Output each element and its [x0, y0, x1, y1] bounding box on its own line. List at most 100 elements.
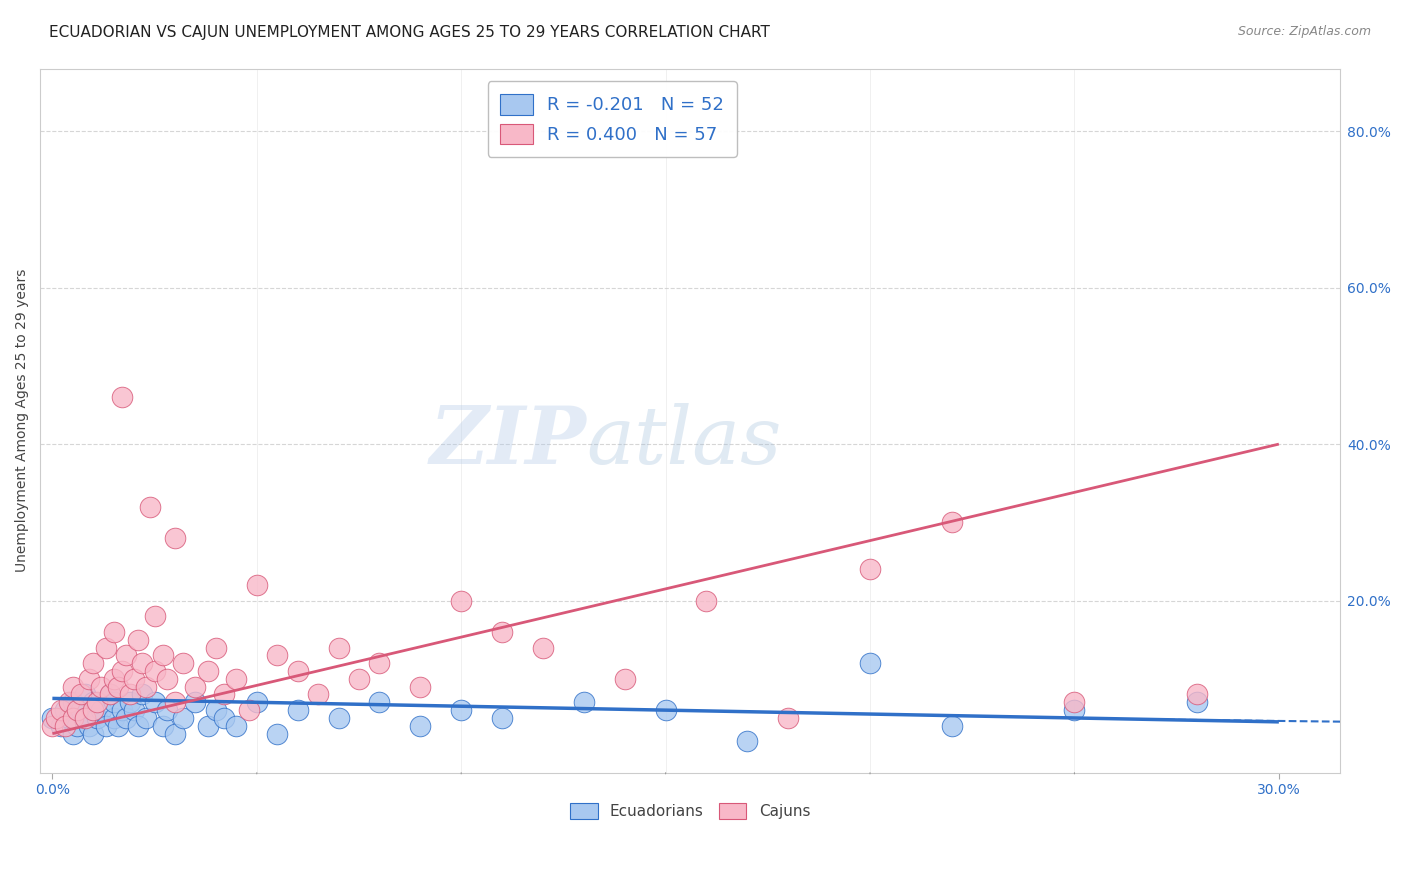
Point	[613, 672, 636, 686]
Point	[156, 672, 179, 686]
Point	[450, 593, 472, 607]
Point	[450, 703, 472, 717]
Point	[212, 688, 235, 702]
Point	[172, 656, 194, 670]
Point	[172, 711, 194, 725]
Point	[82, 656, 104, 670]
Point	[1185, 688, 1208, 702]
Point	[94, 640, 117, 655]
Point	[122, 703, 145, 717]
Point	[103, 672, 125, 686]
Point	[58, 695, 80, 709]
Point	[941, 719, 963, 733]
Point	[531, 640, 554, 655]
Point	[737, 734, 759, 748]
Point	[152, 648, 174, 663]
Point	[58, 711, 80, 725]
Point	[859, 562, 882, 576]
Point	[163, 726, 186, 740]
Point	[163, 695, 186, 709]
Point	[368, 695, 391, 709]
Point	[62, 711, 84, 725]
Point	[266, 726, 288, 740]
Text: ECUADORIAN VS CAJUN UNEMPLOYMENT AMONG AGES 25 TO 29 YEARS CORRELATION CHART: ECUADORIAN VS CAJUN UNEMPLOYMENT AMONG A…	[49, 25, 770, 40]
Point	[115, 711, 138, 725]
Point	[70, 688, 93, 702]
Point	[82, 703, 104, 717]
Point	[75, 711, 97, 725]
Point	[86, 695, 108, 709]
Legend: Ecuadorians, Cajuns: Ecuadorians, Cajuns	[564, 797, 817, 825]
Point	[41, 711, 63, 725]
Point	[184, 680, 207, 694]
Point	[156, 703, 179, 717]
Point	[103, 711, 125, 725]
Point	[409, 680, 432, 694]
Point	[45, 711, 67, 725]
Point	[491, 624, 513, 639]
Point	[131, 656, 153, 670]
Point	[212, 711, 235, 725]
Point	[246, 695, 269, 709]
Point	[77, 719, 100, 733]
Point	[98, 688, 121, 702]
Point	[205, 703, 228, 717]
Point	[86, 711, 108, 725]
Point	[53, 719, 76, 733]
Point	[127, 719, 149, 733]
Point	[118, 695, 141, 709]
Point	[328, 640, 350, 655]
Point	[62, 695, 84, 709]
Point	[66, 719, 89, 733]
Point	[225, 719, 247, 733]
Point	[135, 711, 157, 725]
Point	[122, 672, 145, 686]
Point	[75, 688, 97, 702]
Point	[368, 656, 391, 670]
Point	[143, 664, 166, 678]
Point	[143, 695, 166, 709]
Point	[82, 726, 104, 740]
Point	[70, 703, 93, 717]
Point	[143, 609, 166, 624]
Point	[115, 648, 138, 663]
Point	[197, 719, 219, 733]
Point	[127, 632, 149, 647]
Point	[62, 680, 84, 694]
Point	[111, 390, 134, 404]
Point	[111, 664, 134, 678]
Point	[184, 695, 207, 709]
Point	[90, 680, 112, 694]
Point	[197, 664, 219, 678]
Point	[49, 703, 72, 717]
Point	[695, 593, 717, 607]
Y-axis label: Unemployment Among Ages 25 to 29 years: Unemployment Among Ages 25 to 29 years	[15, 269, 30, 573]
Text: Source: ZipAtlas.com: Source: ZipAtlas.com	[1237, 25, 1371, 38]
Point	[103, 695, 125, 709]
Point	[778, 711, 800, 725]
Point	[491, 711, 513, 725]
Point	[111, 703, 134, 717]
Point	[347, 672, 370, 686]
Point	[1063, 695, 1085, 709]
Point	[98, 688, 121, 702]
Point	[75, 711, 97, 725]
Point	[135, 680, 157, 694]
Point	[654, 703, 676, 717]
Point	[409, 719, 432, 733]
Point	[307, 688, 329, 702]
Point	[572, 695, 595, 709]
Text: atlas: atlas	[586, 403, 782, 481]
Text: ZIP: ZIP	[429, 403, 586, 481]
Point	[266, 648, 288, 663]
Point	[82, 695, 104, 709]
Point	[152, 719, 174, 733]
Point	[66, 703, 89, 717]
Point	[107, 719, 129, 733]
Point	[41, 719, 63, 733]
Point	[49, 719, 72, 733]
Point	[107, 680, 129, 694]
Point	[287, 664, 309, 678]
Point	[163, 531, 186, 545]
Point	[62, 726, 84, 740]
